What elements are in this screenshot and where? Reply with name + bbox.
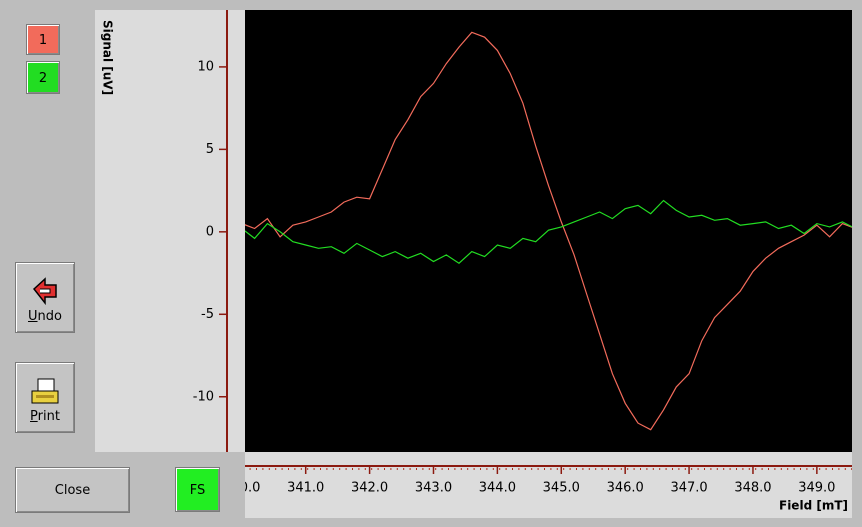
x-tick-label: 340.0: [223, 481, 260, 496]
fs-button[interactable]: FS: [175, 467, 220, 512]
x-tick-label: 341.0: [287, 481, 324, 496]
y-ruler: [223, 10, 227, 452]
y-tick-label: -10: [193, 389, 214, 404]
x-tick-label: 349.0: [798, 481, 835, 496]
x-tick-label: 348.0: [734, 481, 771, 496]
series-line: [245, 31, 852, 431]
plot-area: [245, 10, 852, 452]
close-button[interactable]: Close: [15, 467, 130, 513]
x-axis-label: Field [mT]: [779, 499, 848, 513]
x-tick-label: 343.0: [415, 481, 452, 496]
undo-icon: [32, 277, 57, 306]
series-line: [245, 199, 852, 264]
y-tick-label: 5: [206, 142, 214, 157]
button-label: 1: [38, 33, 48, 48]
y-tick-label: 10: [197, 59, 214, 74]
print-icon: [31, 378, 59, 404]
x-tick-label: 346.0: [607, 481, 644, 496]
series-1-button[interactable]: 1: [26, 24, 60, 55]
button-label: Print: [30, 409, 60, 424]
series-2-button[interactable]: 2: [26, 61, 60, 94]
x-tick-label: 345.0: [543, 481, 580, 496]
y-axis-label: Signal [uV]: [101, 20, 115, 95]
button-label: Close: [54, 483, 91, 498]
y-axis-panel: [95, 10, 245, 452]
x-ruler: [245, 466, 852, 470]
button-label: Undo: [28, 309, 62, 324]
button-label: 2: [38, 71, 48, 86]
y-tick-label: -5: [201, 307, 214, 322]
button-label: FS: [189, 483, 206, 498]
undo-button[interactable]: Undo: [15, 262, 75, 333]
print-button[interactable]: Print: [15, 362, 75, 433]
x-tick-label: 344.0: [479, 481, 516, 496]
y-tick-label: 0: [206, 224, 214, 239]
x-tick-label: 347.0: [670, 481, 707, 496]
x-axis-panel: [245, 452, 852, 518]
x-tick-label: 342.0: [351, 481, 388, 496]
